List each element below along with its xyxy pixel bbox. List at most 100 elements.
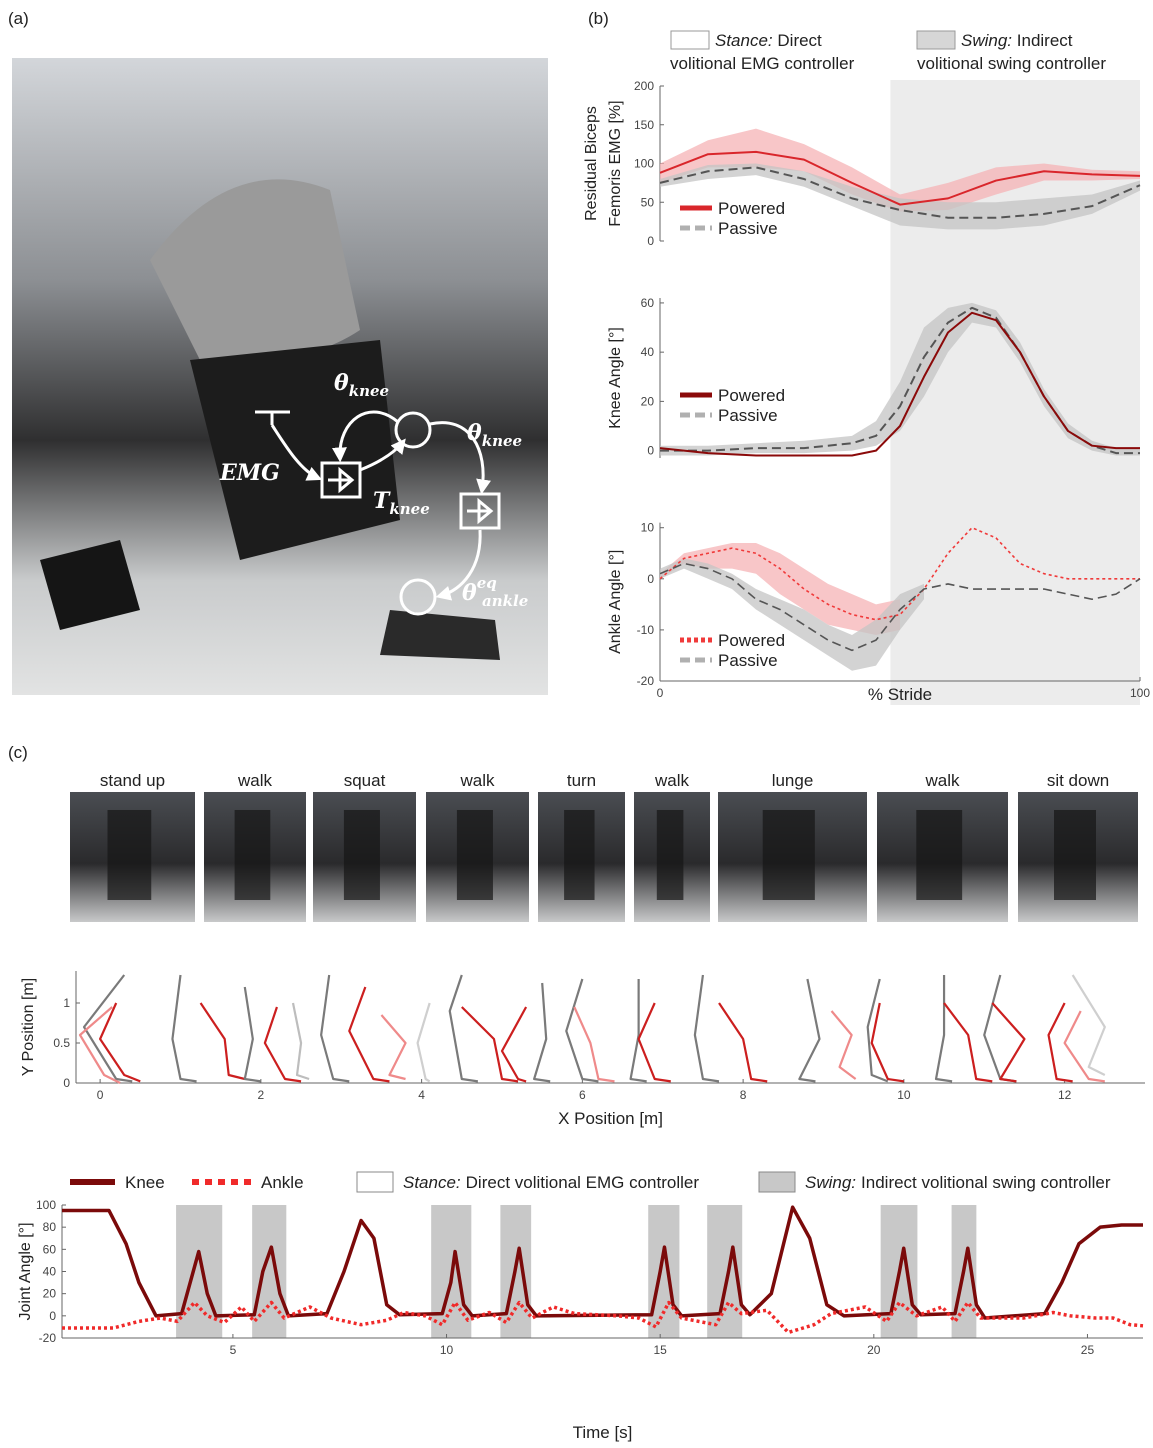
leg-stick [719,1003,767,1081]
photo-label: turn [567,771,596,790]
y-tick-label: -20 [39,1331,57,1345]
photo-label: sit down [1047,771,1109,790]
leg-stick [936,975,952,1081]
y-tick-label: 0.5 [53,1036,70,1050]
leg-stick [872,1003,904,1081]
chart: 0204060Knee Angle [°]PoweredPassive [607,268,1140,485]
y-axis-label: Residual Biceps [583,106,600,221]
photo-label: lunge [772,771,814,790]
y-tick-label: 150 [634,118,654,132]
x-tick-label: 0 [657,686,664,700]
superscript: eq [477,574,497,592]
leg-stick [944,1003,992,1081]
legend-text: Swing:Indirect volitional swing controll… [805,1173,1111,1192]
y-tick-label: 100 [634,157,654,171]
photo-label: stand up [100,771,165,790]
photo-subject [564,810,594,900]
symbol: θ [467,420,482,446]
leg-stick [462,1007,518,1081]
y-tick-label: 0 [647,572,654,586]
legend-label: Passive [718,219,778,238]
leg-stick [695,975,719,1081]
y-tick-label: 0 [647,234,654,248]
stance-swatch [671,31,709,49]
series-line [62,1303,1143,1333]
legend-label: Powered [718,199,785,218]
y-tick-label: 20 [641,394,655,408]
swing-region [252,1205,286,1338]
y-tick-label: 200 [634,79,654,93]
photo-subject [1054,810,1096,900]
legend-text: volitional EMG controller [670,54,855,73]
y-tick-label: 40 [641,345,655,359]
x-tick-label: 20 [867,1343,881,1357]
legend-text: volitional swing controller [917,54,1106,73]
leg-stick [321,975,349,1081]
y-axis-label: Ankle Angle [°] [607,550,624,654]
x-tick-label: 12 [1058,1088,1072,1102]
y-axis-label: Femoris EMG [%] [607,100,624,226]
swing-swatch [917,31,955,49]
photo-subject [763,810,815,900]
leg-stick [293,1003,309,1079]
y-tick-label: 0 [49,1309,56,1323]
y-axis-label: Knee Angle [°] [607,327,624,429]
series-line [62,1207,1143,1318]
x-tick-label: 8 [740,1088,747,1102]
figure: (a) (b) (c) EMG θknee Tknee θknee θeqank… [0,0,1153,1443]
y-tick-label: 60 [641,296,655,310]
subscript: knee [482,432,522,450]
photo-subject [657,810,684,900]
y-tick-label: 1 [63,996,70,1010]
subscript: knee [349,382,389,400]
photo-label: walk [924,771,960,790]
photo-label: walk [654,771,690,790]
legend-text: Stance:Direct volitional EMG controller [403,1173,699,1192]
leg-stick [984,975,1016,1081]
y-tick-label: 50 [641,195,655,209]
x-tick-label: 25 [1081,1343,1095,1357]
legend-label: Swing: [961,31,1012,50]
leg-stick [1049,1003,1073,1081]
y-tick-label: -10 [637,623,655,637]
symbol: T [373,488,391,514]
photo-subject [457,810,493,900]
photo-subject [344,810,380,900]
leg-stick [450,975,478,1081]
leg-stick [631,979,647,1081]
x-tick-label: 100 [1130,686,1150,700]
y-tick-label: 60 [43,1242,57,1256]
x-tick-label: 5 [230,1343,237,1357]
subscript: knee [389,500,429,518]
photo-label: walk [237,771,273,790]
y-tick-label: 0 [63,1076,70,1090]
stance-swatch [357,1172,393,1192]
x-axis-label: % Stride [868,685,932,704]
photo-label: squat [344,771,386,790]
legend-label: Powered [718,386,785,405]
y-tick-label: 100 [36,1198,56,1212]
swing-region [648,1205,679,1338]
x-tick-label: 10 [897,1088,911,1102]
x-tick-label: 10 [440,1343,454,1357]
swing-region [890,485,1140,705]
x-axis-label: X Position [m] [558,1109,663,1128]
chart: 00.51024681012Y Position [m]X Position [… [20,971,1145,1128]
y-tick-label: 0 [647,444,654,458]
y-tick-label: -20 [637,674,655,688]
leg-stick [381,1015,405,1079]
legend-label: Knee [125,1173,165,1192]
legend-text: Indirect volitional swing controller [861,1173,1111,1192]
legend-label: Ankle [261,1173,304,1192]
leg-stick [201,1003,245,1079]
swing-swatch [759,1172,795,1192]
y-tick-label: 20 [43,1287,57,1301]
subscript: ankle [482,592,528,610]
legend-label: Passive [718,651,778,670]
chart: -20020406080100510152025Joint Angle [°]T… [17,1172,1143,1442]
leg-stick [80,1007,120,1083]
y-axis-label: Joint Angle [°] [17,1222,34,1320]
legend-text: Stance: Direct [715,31,822,50]
